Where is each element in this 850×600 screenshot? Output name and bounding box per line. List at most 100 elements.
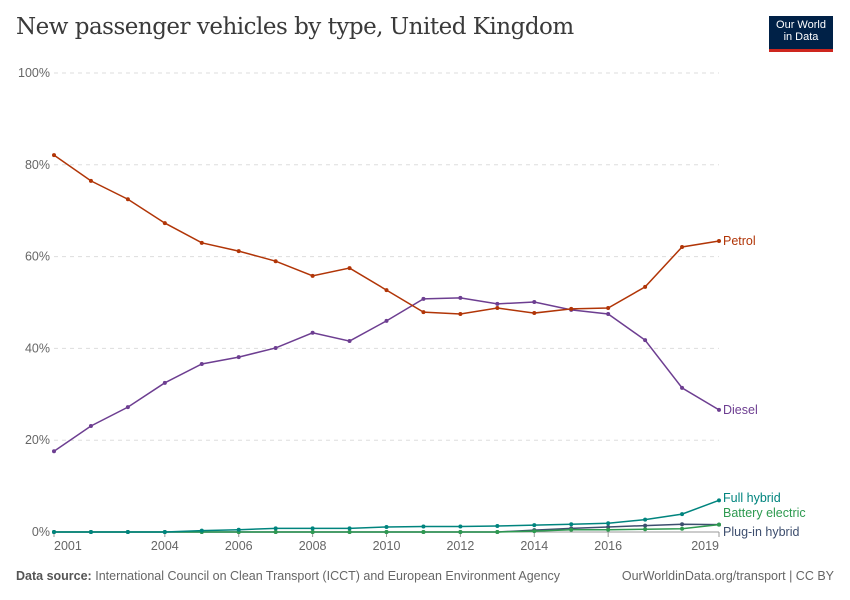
data-point[interactable] bbox=[199, 362, 204, 367]
data-point[interactable] bbox=[347, 526, 352, 531]
data-point[interactable] bbox=[384, 524, 389, 529]
data-point[interactable] bbox=[52, 530, 56, 534]
data-point[interactable] bbox=[421, 296, 426, 301]
data-point[interactable] bbox=[606, 306, 611, 311]
data-point[interactable] bbox=[680, 522, 685, 527]
data-point[interactable] bbox=[88, 530, 93, 534]
data-point[interactable] bbox=[236, 527, 241, 532]
data-point[interactable] bbox=[643, 517, 648, 522]
data-point[interactable] bbox=[680, 244, 685, 249]
x-tick-label: 2001 bbox=[54, 539, 82, 553]
data-point[interactable] bbox=[52, 449, 56, 454]
data-point[interactable] bbox=[643, 523, 648, 528]
data-point[interactable] bbox=[384, 530, 389, 534]
x-tick-label: 2014 bbox=[520, 539, 548, 553]
footer-link[interactable]: OurWorldinData.org/transport | CC BY bbox=[621, 569, 834, 583]
logo-line2: in Data bbox=[783, 31, 819, 43]
y-tick-label: 20% bbox=[25, 433, 50, 447]
logo-line1: Our World bbox=[776, 19, 826, 31]
data-point[interactable] bbox=[680, 526, 685, 531]
data-point[interactable] bbox=[569, 306, 574, 311]
data-point[interactable] bbox=[717, 498, 721, 503]
y-tick-label: 40% bbox=[25, 341, 50, 355]
data-point[interactable] bbox=[532, 529, 537, 534]
chart-title: New passenger vehicles by type, United K… bbox=[16, 14, 574, 40]
y-tick-label: 0% bbox=[32, 525, 50, 539]
x-tick-label: 2016 bbox=[594, 539, 622, 553]
data-point[interactable] bbox=[643, 338, 648, 343]
data-point[interactable] bbox=[680, 385, 685, 390]
series-label: Full hybrid bbox=[723, 491, 781, 505]
x-tick-label: 2012 bbox=[446, 539, 474, 553]
data-point[interactable] bbox=[199, 528, 204, 533]
source-label: Data source: bbox=[16, 569, 92, 583]
data-point[interactable] bbox=[606, 311, 611, 316]
data-point[interactable] bbox=[532, 311, 537, 316]
data-point[interactable] bbox=[495, 530, 500, 534]
source-text[interactable]: International Council on Clean Transport… bbox=[95, 569, 561, 583]
data-point[interactable] bbox=[125, 530, 130, 534]
data-point[interactable] bbox=[717, 407, 721, 412]
data-point[interactable] bbox=[384, 318, 389, 323]
data-point[interactable] bbox=[458, 524, 463, 529]
series-full-hybrid: Full hybrid bbox=[52, 491, 781, 534]
data-point[interactable] bbox=[643, 284, 648, 289]
data-point[interactable] bbox=[680, 512, 685, 517]
data-point[interactable] bbox=[606, 524, 611, 529]
data-point[interactable] bbox=[273, 345, 278, 350]
data-point[interactable] bbox=[606, 521, 611, 526]
data-point[interactable] bbox=[273, 526, 278, 531]
data-point[interactable] bbox=[421, 524, 426, 529]
series-label: Diesel bbox=[723, 403, 758, 417]
data-point[interactable] bbox=[310, 330, 315, 335]
series-label: Plug-in hybrid bbox=[723, 525, 799, 539]
data-point[interactable] bbox=[273, 530, 278, 534]
series-label: Battery electric bbox=[723, 506, 806, 520]
data-point[interactable] bbox=[495, 306, 500, 311]
data-point[interactable] bbox=[384, 288, 389, 293]
data-point[interactable] bbox=[310, 273, 315, 278]
data-point[interactable] bbox=[717, 238, 721, 243]
x-tick-label: 2019 bbox=[691, 539, 719, 553]
data-point[interactable] bbox=[199, 240, 204, 245]
data-point[interactable] bbox=[495, 301, 500, 306]
data-point[interactable] bbox=[421, 530, 426, 534]
x-tick-label: 2004 bbox=[151, 539, 179, 553]
data-point[interactable] bbox=[236, 355, 241, 360]
data-point[interactable] bbox=[273, 259, 278, 264]
data-point[interactable] bbox=[310, 526, 315, 531]
data-point[interactable] bbox=[162, 380, 167, 385]
data-point[interactable] bbox=[458, 295, 463, 300]
data-point[interactable] bbox=[458, 311, 463, 316]
data-point[interactable] bbox=[569, 522, 574, 527]
line-chart: 0% 20% 40% 60% 80% 100% 2001 2004 2006 2008 2010 20… bbox=[18, 66, 806, 553]
series-diesel: Diesel bbox=[52, 295, 758, 454]
data-point[interactable] bbox=[125, 197, 130, 202]
owid-logo[interactable]: Our World in Data bbox=[769, 16, 833, 52]
data-point[interactable] bbox=[458, 530, 463, 534]
data-point[interactable] bbox=[347, 266, 352, 271]
data-point[interactable] bbox=[88, 423, 93, 428]
data-point[interactable] bbox=[532, 523, 537, 528]
series-label: Petrol bbox=[723, 234, 756, 248]
data-point[interactable] bbox=[88, 178, 93, 183]
y-tick-label: 80% bbox=[25, 158, 50, 172]
data-point[interactable] bbox=[125, 405, 130, 410]
y-tick-label: 60% bbox=[25, 250, 50, 264]
data-point[interactable] bbox=[421, 310, 426, 315]
data-point[interactable] bbox=[310, 530, 315, 534]
y-tick-label: 100% bbox=[18, 66, 50, 80]
data-point[interactable] bbox=[347, 530, 352, 534]
data-point[interactable] bbox=[495, 524, 500, 529]
data-point[interactable] bbox=[52, 153, 56, 158]
data-point[interactable] bbox=[717, 522, 721, 527]
data-point[interactable] bbox=[162, 221, 167, 226]
data-point[interactable] bbox=[347, 339, 352, 344]
data-point[interactable] bbox=[643, 527, 648, 532]
series-petrol: Petrol bbox=[52, 153, 756, 316]
data-point[interactable] bbox=[606, 527, 611, 532]
data-point[interactable] bbox=[569, 527, 574, 532]
data-point[interactable] bbox=[162, 530, 167, 534]
data-point[interactable] bbox=[532, 300, 537, 305]
data-point[interactable] bbox=[236, 249, 241, 254]
